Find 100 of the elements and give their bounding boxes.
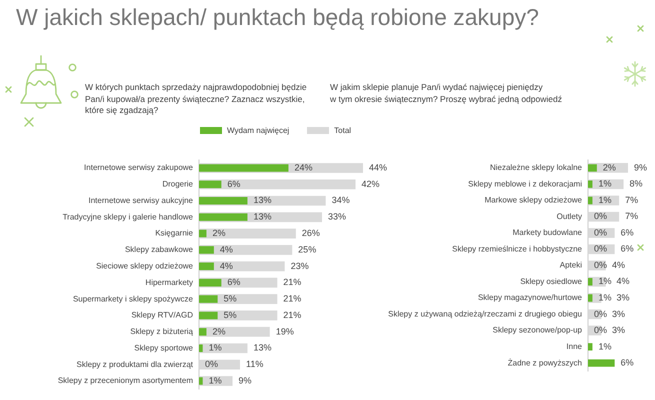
data-label: 34% bbox=[332, 195, 350, 206]
y-tick-label: Markety budowlane bbox=[512, 228, 583, 238]
data-label: 42% bbox=[362, 178, 380, 189]
y-tick-label: Hipermarkety bbox=[145, 278, 193, 287]
y-tick-label: Sklepy z używaną odzieżą/rzeczami z drugiego obiegu bbox=[388, 309, 582, 318]
data-label: 9% bbox=[238, 375, 252, 386]
y-tick-label: Niezależne sklepy lokalne bbox=[490, 163, 583, 172]
bar bbox=[199, 164, 288, 172]
y-tick-label: Markowe sklepy odzieżowe bbox=[484, 196, 583, 205]
data-label: 25% bbox=[298, 244, 316, 254]
bar bbox=[588, 278, 592, 286]
y-tick-label: Sklepy meblowe i z dekoracjami bbox=[468, 179, 582, 188]
data-label: 7% bbox=[625, 211, 638, 222]
data-label: 21% bbox=[283, 294, 302, 304]
chart-subtitle: W których punktach sprzedaży najprawdopodobniej będzie Pan/i kupował/a prezenty świąteczne? Zaznacz wszystkie, które się zgadzają? bbox=[85, 82, 307, 115]
bar bbox=[199, 213, 248, 221]
data-label: 1% bbox=[598, 178, 612, 189]
bar bbox=[199, 230, 206, 238]
data-label: 1% bbox=[598, 292, 612, 303]
y-tick-label: Internetowe serwisy zakupowe bbox=[84, 163, 194, 172]
bar bbox=[588, 164, 597, 172]
data-label: 13% bbox=[253, 342, 272, 353]
data-label: 4% bbox=[220, 244, 233, 254]
data-label: 23% bbox=[290, 260, 309, 271]
data-label: 19% bbox=[276, 326, 294, 336]
bar bbox=[199, 196, 248, 205]
data-label: 0% bbox=[594, 227, 608, 238]
data-label: 5% bbox=[224, 294, 237, 304]
y-tick-label: Apteki bbox=[560, 260, 582, 270]
data-label: 7% bbox=[625, 194, 638, 205]
data-label: 8% bbox=[630, 178, 643, 189]
y-tick-label: Żadne z powyższych bbox=[508, 358, 582, 368]
data-label: 2% bbox=[212, 326, 226, 336]
y-tick-label: Inne bbox=[566, 342, 583, 352]
y-tick-label: Sklepy sportowe bbox=[134, 343, 194, 352]
data-label: 1% bbox=[598, 194, 612, 205]
bar bbox=[199, 180, 222, 188]
data-label: 3% bbox=[616, 292, 630, 303]
data-label: 0% bbox=[594, 211, 608, 222]
data-label: 6% bbox=[227, 178, 240, 189]
data-label: 13% bbox=[253, 212, 272, 222]
data-label: 21% bbox=[283, 310, 302, 320]
legend-label: Wydam najwięcej bbox=[227, 126, 290, 135]
data-label: 2% bbox=[602, 162, 616, 172]
bar bbox=[199, 295, 218, 303]
data-label: 6% bbox=[620, 227, 634, 238]
data-label: 3% bbox=[612, 325, 626, 336]
data-label: 4% bbox=[616, 276, 630, 286]
bar bbox=[199, 312, 218, 320]
data-label: 4% bbox=[612, 260, 626, 270]
data-label: 6% bbox=[227, 277, 240, 288]
y-tick-label: Sklepy magazynowe/hurtowe bbox=[478, 293, 583, 302]
y-tick-label: Sklepy z biżuterią bbox=[130, 327, 194, 336]
y-tick-label: Księgarnie bbox=[155, 228, 194, 238]
bar bbox=[199, 262, 214, 270]
data-label: 9% bbox=[634, 162, 648, 172]
data-label: 4% bbox=[220, 260, 233, 271]
bar bbox=[588, 294, 592, 302]
data-label: 24% bbox=[294, 162, 312, 172]
y-tick-label: Sklepy z przecenionym asortymentem bbox=[58, 376, 194, 386]
bar bbox=[588, 196, 592, 204]
y-tick-label: Sklepy RTV/AGD bbox=[131, 310, 194, 320]
data-label: 1% bbox=[598, 276, 612, 286]
data-label: 0% bbox=[594, 260, 608, 270]
bar bbox=[199, 344, 203, 352]
data-label: 0% bbox=[594, 244, 608, 254]
data-label: 33% bbox=[328, 212, 346, 222]
data-label: 44% bbox=[369, 162, 388, 172]
data-label: 26% bbox=[302, 228, 320, 238]
bar bbox=[199, 278, 222, 286]
data-label: 0% bbox=[594, 325, 608, 336]
text: W jakim sklepie planuje Pan/i wydać najwięcej pieniędzy w tym okresie świątecznym? Proszę wybrać jedną odpowiedź bbox=[330, 82, 563, 105]
data-label: 6% bbox=[620, 358, 634, 368]
data-label: 0% bbox=[205, 359, 218, 370]
data-label: 13% bbox=[253, 195, 272, 206]
data-label: 1% bbox=[598, 341, 612, 352]
y-tick-label: Tradycyjne sklepy i galerie handlowe bbox=[62, 212, 194, 222]
y-tick-label: Sklepy z produktami dla zwierząt bbox=[76, 360, 194, 369]
y-tick-label: Sieciowe sklepy odzieżowe bbox=[96, 262, 194, 271]
y-tick-label: Sklepy sezonowe/pop-up bbox=[492, 326, 583, 335]
bar bbox=[588, 343, 592, 351]
bar bbox=[199, 377, 203, 385]
data-label: 11% bbox=[246, 359, 264, 370]
y-tick-label: Outlety bbox=[556, 212, 582, 221]
data-label: 21% bbox=[283, 277, 302, 288]
data-label: 0% bbox=[594, 308, 608, 319]
data-label: 1% bbox=[208, 342, 222, 353]
data-label: 5% bbox=[224, 310, 237, 320]
data-label: 2% bbox=[212, 228, 226, 238]
bar bbox=[588, 359, 615, 367]
y-tick-label: Sklepy osiedlowe bbox=[520, 276, 583, 286]
y-tick-label: Supermarkety i sklepy spożywcze bbox=[72, 294, 194, 304]
bar bbox=[588, 180, 592, 188]
data-label: 1% bbox=[208, 375, 222, 386]
chart-title: W jakich sklepach/ punktach będą robione zakupy? bbox=[16, 3, 539, 31]
data-label: 6% bbox=[620, 244, 634, 254]
data-label: 3% bbox=[612, 308, 626, 319]
y-tick-label: Drogerie bbox=[162, 180, 194, 189]
bar bbox=[199, 246, 214, 254]
y-tick-label: Sklepy rzemieślnicze i hobbystyczne bbox=[452, 244, 583, 254]
